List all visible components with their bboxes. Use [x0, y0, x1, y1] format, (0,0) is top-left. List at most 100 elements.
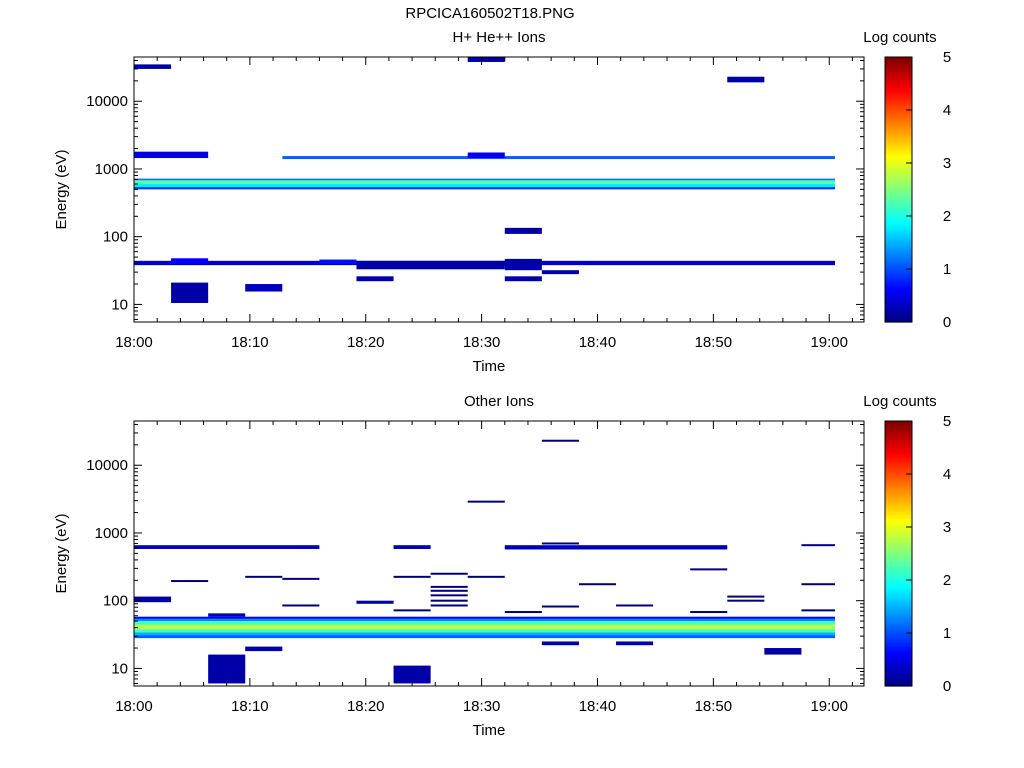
colorbar-segment: [885, 90, 912, 93]
heatmap-cell: [134, 616, 836, 619]
heatmap-cell: [134, 151, 209, 159]
heatmap-cell: [282, 604, 320, 607]
colorbar-segment: [885, 573, 912, 577]
colorbar-segment: [885, 81, 912, 85]
heatmap-cell: [134, 183, 836, 188]
colorbar-segment: [885, 674, 912, 678]
colorbar-segment: [885, 551, 912, 555]
colorbar-tick-label: 2: [943, 208, 951, 225]
colorbar-segment: [885, 121, 912, 124]
colorbar-segment: [885, 628, 912, 632]
colorbar-segment: [885, 496, 912, 499]
heatmap-cell: [727, 76, 765, 83]
colorbar-segment: [885, 423, 912, 427]
y-tick-label: 1000: [95, 161, 128, 178]
colorbar-segment: [885, 626, 912, 630]
colorbar-segment: [885, 72, 912, 76]
colorbar-segment: [885, 549, 912, 552]
colorbar-segment: [885, 666, 912, 669]
colorbar-segment: [885, 246, 912, 250]
colorbar-segment: [885, 440, 912, 444]
colorbar-segment: [885, 317, 912, 321]
colorbar-segment: [885, 661, 912, 665]
colorbar-tick-label: 5: [943, 49, 951, 66]
colorbar-segment: [885, 65, 912, 69]
colorbar-segment: [885, 544, 912, 548]
colorbar-segment: [885, 633, 912, 636]
heatmap-cell: [393, 609, 431, 612]
colorbar-segment: [885, 635, 912, 639]
colorbar-segment: [885, 224, 912, 228]
heatmap-cell: [541, 641, 579, 646]
colorbar-segment: [885, 178, 912, 182]
colorbar-segment: [885, 474, 912, 477]
colorbar-segment: [885, 650, 912, 654]
colorbar-segment: [885, 606, 912, 610]
y-axis-label: Energy (eV): [53, 513, 70, 593]
colorbar-segment: [885, 295, 912, 299]
heatmap-cell: [171, 580, 209, 583]
heatmap-cell: [134, 178, 836, 181]
colorbar-segment: [885, 683, 912, 687]
heatmap-cell: [430, 572, 468, 575]
colorbar-segment: [885, 476, 912, 480]
y-tick-label: 10: [111, 660, 128, 677]
colorbar-segment: [885, 180, 912, 184]
colorbar-segment: [885, 244, 912, 248]
colorbar-segment: [885, 129, 912, 133]
colorbar-segment: [885, 304, 912, 308]
heatmap-cell: [134, 632, 836, 636]
colorbar-tick-label: 4: [943, 102, 951, 119]
colorbar-segment: [885, 652, 912, 656]
colorbar-segment: [885, 169, 912, 173]
colorbar-segment: [885, 280, 912, 283]
colorbar-segment: [885, 57, 912, 60]
colorbar-segment: [885, 313, 912, 316]
colorbar-segment: [885, 487, 912, 491]
colorbar-segment: [885, 319, 912, 323]
heatmap-cell: [245, 646, 283, 652]
colorbar-tick-label: 3: [943, 155, 951, 172]
colorbar-segment: [885, 513, 912, 517]
colorbar-segment: [885, 145, 912, 149]
colorbar-segment: [885, 527, 912, 530]
colorbar-segment: [885, 87, 912, 91]
colorbar-segment: [885, 112, 912, 116]
colorbar-segment: [885, 182, 912, 186]
colorbar-segment: [885, 94, 912, 98]
colorbar-segment: [885, 92, 912, 96]
colorbar-segment: [885, 255, 912, 259]
y-tick-label: 100: [103, 593, 128, 610]
heatmap-cell: [134, 618, 836, 622]
colorbar-segment: [885, 70, 912, 74]
colorbar-segment: [885, 500, 912, 504]
heatmap-cell: [430, 585, 468, 588]
colorbar-segment: [885, 630, 912, 634]
colorbar-segment: [885, 469, 912, 473]
colorbar-tick-label: 3: [943, 519, 951, 536]
heatmap-cell: [690, 611, 728, 614]
heatmap-cell: [282, 577, 320, 580]
colorbar-segment: [885, 213, 912, 217]
colorbar-segment: [885, 257, 912, 261]
colorbar-segment: [885, 299, 912, 303]
colorbar-segment: [885, 123, 912, 127]
colorbar-segment: [885, 116, 912, 120]
y-tick-label: 10: [111, 296, 128, 313]
colorbar-segment: [885, 648, 912, 652]
colorbar-segment: [885, 498, 912, 502]
colorbar-segment: [885, 624, 912, 627]
colorbar-segment: [885, 147, 912, 151]
colorbar-segment: [885, 429, 912, 433]
colorbar-segment: [885, 478, 912, 482]
heatmap-cell: [208, 654, 246, 684]
plot-frame: [133, 420, 865, 687]
colorbar-segment: [885, 553, 912, 557]
heatmap-cell: [504, 611, 542, 614]
colorbar-segment: [885, 608, 912, 612]
colorbar-tick-label: 0: [943, 314, 951, 331]
heatmap-cell: [541, 605, 579, 608]
colorbar-segment: [885, 253, 912, 257]
colorbar-segment: [885, 493, 912, 497]
colorbar-segment: [885, 229, 912, 233]
